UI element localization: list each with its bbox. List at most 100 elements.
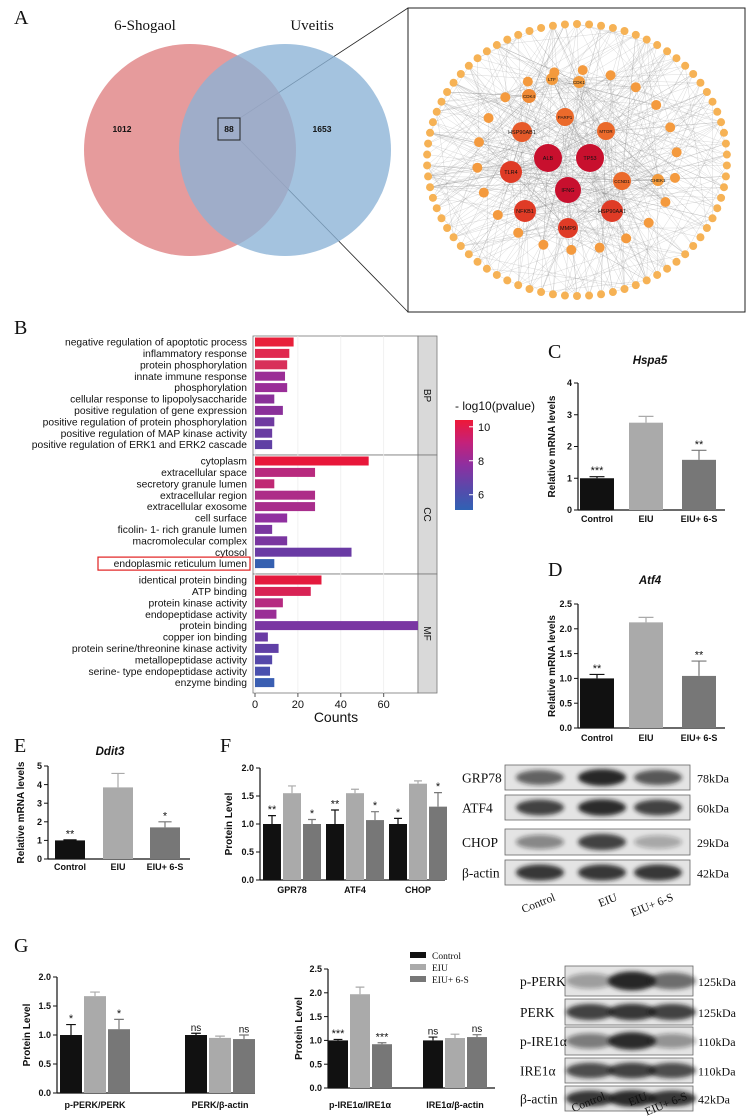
blot-band: [608, 1062, 656, 1079]
bar: [255, 536, 288, 546]
network-edge: [567, 187, 724, 191]
network-node: [566, 244, 577, 255]
network-edge: [478, 78, 553, 143]
network-edge: [486, 171, 512, 269]
network-edge: [436, 157, 591, 209]
error-bar: [394, 817, 402, 824]
network-node: [642, 35, 651, 44]
network-node: [423, 161, 432, 170]
network-node: [573, 292, 581, 300]
y-tick-label: 2.5: [559, 599, 572, 609]
network-edge: [510, 171, 713, 219]
network-edge: [521, 44, 658, 133]
network-edge: [428, 157, 549, 177]
error-bar: [355, 986, 365, 995]
network-node: [620, 26, 629, 35]
network-node: [722, 150, 731, 159]
network-edge: [589, 51, 668, 159]
network-node: [548, 290, 557, 299]
network-edge: [589, 157, 668, 269]
category-label: protein phosphorylation: [140, 360, 247, 371]
y-tick-label: 0.5: [309, 1059, 322, 1069]
network-node: [473, 137, 484, 148]
network-node: [426, 128, 435, 137]
bar: [60, 1035, 82, 1093]
network-node: [713, 107, 722, 116]
bar: [255, 655, 273, 665]
blot-band: [516, 834, 564, 850]
significance-label: ***: [332, 1028, 346, 1040]
bar: [255, 513, 288, 523]
category-label: cytoplasm: [201, 457, 247, 468]
y-tick-label: 2: [567, 442, 572, 452]
network-edge: [578, 81, 701, 238]
network-edge: [547, 73, 694, 159]
network-edge: [510, 171, 659, 181]
venn-count: 1012: [113, 124, 132, 134]
network-node: [620, 285, 629, 294]
bar: [255, 417, 275, 427]
y-axis-title: Relative mRNA levels: [547, 395, 558, 497]
network-edge: [518, 78, 553, 286]
y-tick-label: 0.5: [38, 1059, 51, 1069]
bar: [255, 666, 271, 676]
network-node: [719, 128, 728, 137]
bar: [409, 783, 427, 880]
network-node: [608, 288, 617, 297]
network-node: [663, 264, 672, 273]
bar: [346, 793, 364, 880]
network-edge: [505, 97, 718, 209]
network-edge: [564, 116, 569, 229]
network-edge: [582, 70, 613, 212]
network-edge: [567, 189, 578, 297]
network-edge: [428, 176, 613, 212]
blot-band: [648, 972, 696, 990]
network-node-label: CDK4: [523, 94, 536, 99]
error-bar: [63, 839, 77, 841]
network-node: [500, 161, 522, 183]
network-node: [437, 214, 446, 223]
bar: [366, 820, 384, 880]
error-bar: [215, 1035, 225, 1038]
network-node: [721, 172, 730, 181]
network-edge: [582, 34, 636, 71]
significance-label: *: [373, 800, 378, 812]
network-edge: [567, 189, 668, 269]
blot-size-label: 110kDa: [698, 1035, 736, 1049]
blot-band: [608, 1003, 656, 1021]
significance-label: *: [436, 781, 441, 793]
category-label: cellular response to lipopolysaccharide: [70, 395, 247, 406]
bar: [255, 371, 286, 381]
network-edge: [453, 189, 569, 238]
network-node: [522, 76, 533, 87]
blot-band: [634, 799, 682, 816]
blot-row-label: β-actin: [462, 866, 500, 881]
network-edge: [428, 117, 489, 144]
network-edge: [564, 116, 666, 203]
y-tick-label: 1: [567, 473, 572, 483]
network-edge: [496, 44, 553, 80]
network-node: [573, 20, 581, 28]
network-node: [492, 209, 503, 220]
network-edge: [605, 30, 625, 132]
network-edge: [521, 75, 611, 133]
network-edge: [441, 101, 549, 159]
network-edge: [621, 65, 686, 182]
significance-label: *: [69, 1013, 74, 1025]
error-bar: [333, 1038, 343, 1041]
network-edge: [505, 82, 701, 98]
network-edge: [468, 65, 489, 119]
network-edge: [510, 25, 602, 173]
legend-label: EIU: [432, 964, 448, 974]
network-edge: [446, 91, 613, 212]
network-edge: [505, 97, 566, 118]
network-edge: [543, 157, 549, 245]
bar: [185, 1035, 207, 1093]
network-edge: [571, 122, 722, 250]
network-edge: [468, 65, 523, 133]
network-edge: [578, 81, 718, 209]
network-edge: [588, 104, 657, 296]
network-edge: [477, 157, 591, 168]
blot-band: [566, 1090, 614, 1107]
network-edge: [429, 132, 549, 159]
